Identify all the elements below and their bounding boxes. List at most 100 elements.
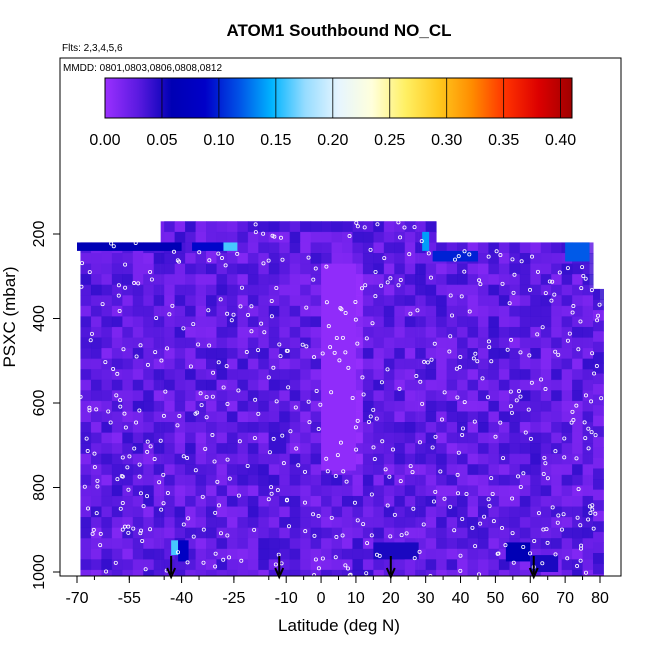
observation-point [462,269,467,274]
heatmap-cell [226,358,238,370]
heatmap-cell [352,231,364,243]
heatmap-cell [164,358,176,370]
heatmap-cell [362,305,374,317]
heatmap-cell [561,432,573,444]
heatmap-cell [268,231,280,243]
heatmap-cell [540,453,552,465]
observation-point [85,449,90,454]
heatmap-cell [446,485,458,497]
heatmap-cell [268,548,280,560]
observation-point [467,309,472,314]
observation-point [294,446,299,451]
heatmap-cell [436,464,448,476]
heatmap-cell [582,474,594,486]
heatmap-cell [373,358,385,370]
heatmap-cell [80,348,92,360]
observation-point [512,272,517,277]
heatmap-cell [300,379,312,391]
heatmap-cell [415,548,427,560]
heatmap-cell [164,221,176,233]
heatmap-cell [436,411,448,423]
heatmap-cell [540,495,552,508]
observation-point [311,512,316,517]
heatmap-cell [111,464,123,476]
heatmap-cell [289,422,301,434]
observation-point [511,560,516,565]
observation-point [586,426,591,431]
heatmap-cell [415,411,427,423]
heatmap-cell [310,284,322,296]
heatmap-cell [352,474,364,486]
heatmap-cell [373,464,385,476]
heatmap-cell [488,316,500,328]
observation-point [396,283,401,288]
heatmap-cell [593,362,604,374]
heatmap-cell [90,337,102,349]
observation-point [123,285,128,290]
observation-point [224,364,229,369]
heatmap-cell [80,316,92,328]
heatmap-cell [415,284,427,296]
heatmap-cell [268,517,280,529]
heatmap-cell [519,358,531,370]
heatmap-cell [258,517,270,529]
observation-point [586,517,591,522]
observation-point [430,445,435,450]
heatmap-cell [415,263,427,275]
heatmap-cell [310,305,322,317]
observation-point [116,293,121,298]
heatmap-cell [300,517,312,529]
heatmap-cell [551,253,563,265]
observation-point [460,426,465,431]
heatmap-cell [425,253,437,265]
observation-point [111,367,116,372]
heatmap-cell [425,284,437,296]
heatmap-cell [373,432,385,444]
heatmap-cell [404,242,416,254]
heatmap-cell [132,474,144,486]
heatmap-cell [436,506,448,518]
heatmap-cell [80,305,92,317]
x-axis-label: Latitude (deg N) [278,616,400,635]
heatmap-cell [509,369,521,381]
heatmap-cell [185,548,197,560]
observation-point [117,308,122,313]
heatmap-cell [457,464,469,476]
heatmap-cell [498,411,510,423]
heatmap-cell [90,348,102,360]
heatmap-cell [206,337,217,349]
x-tick-label: -25 [222,590,245,607]
colorbar-tick-label: 0.20 [317,132,348,149]
observation-point [455,395,460,400]
heatmap-cell [394,485,406,497]
heatmap-cell [310,422,322,434]
heatmap-cell [530,263,542,275]
heatmap-cell [436,274,448,286]
observation-point [593,433,598,438]
heatmap-cell [561,337,573,349]
heatmap-cell [582,527,594,539]
heatmap-cell [383,443,395,455]
heatmap-cell [185,263,197,275]
heatmap-cell [415,348,427,360]
heatmap-cell [289,569,301,576]
heatmap-cell [362,316,374,328]
heatmap-cell [122,538,134,550]
observation-point [507,301,512,306]
heatmap-cell [341,506,353,518]
heatmap-cell [310,274,322,286]
heatmap-cell [561,369,573,381]
heatmap-cell [572,316,584,328]
heatmap-cell [394,474,406,486]
observation-point [448,334,453,339]
heatmap-cell [216,485,228,497]
heatmap-cell [394,517,406,529]
heatmap-cell [216,443,228,455]
heatmap-cell [394,400,406,412]
heatmap-cell [132,432,144,444]
observation-point [316,566,321,571]
heatmap-cell [216,348,228,360]
heatmap-cell [561,548,573,560]
heatmap-cell [185,221,197,233]
observation-point [516,474,521,479]
